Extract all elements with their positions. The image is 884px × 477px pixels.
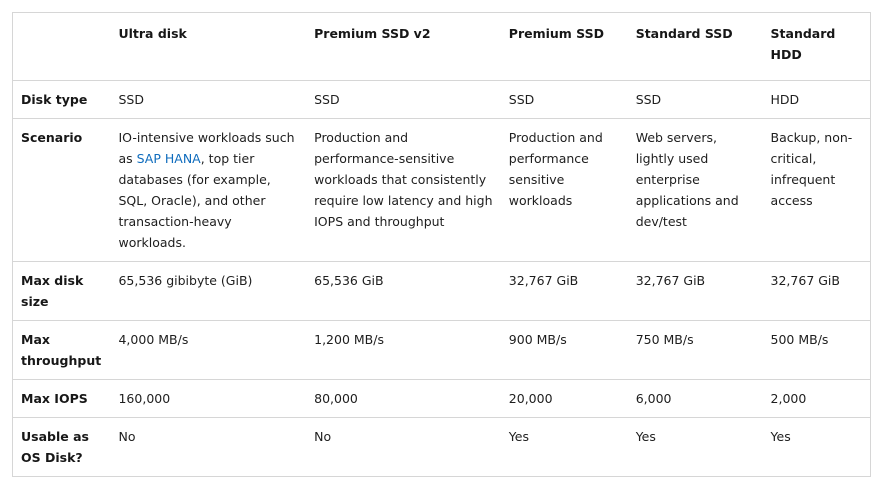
disk-comparison-table: Ultra disk Premium SSD v2 Premium SSD St… — [12, 12, 871, 477]
cell: 6,000 — [627, 379, 763, 418]
row-max-disk-size: Max disk size 65,536 gibibyte (GiB) 65,5… — [12, 261, 871, 321]
cell: No — [110, 417, 307, 477]
cell-text: , top tier databases (for example, SQL, … — [118, 151, 271, 250]
cell: Yes — [500, 417, 628, 477]
cell: 65,536 GiB — [306, 261, 501, 321]
row-label: Max throughput — [12, 320, 111, 380]
header-row: Ultra disk Premium SSD v2 Premium SSD St… — [12, 12, 871, 81]
row-label: Disk type — [12, 80, 111, 119]
row-label: Scenario — [12, 118, 111, 262]
cell: Yes — [762, 417, 871, 477]
cell: 20,000 — [500, 379, 628, 418]
cell: Web servers, lightly used enterprise app… — [627, 118, 763, 262]
cell: 1,200 MB/s — [306, 320, 501, 380]
cell: 80,000 — [306, 379, 501, 418]
cell: Production and performance sensitive wor… — [500, 118, 628, 262]
cell: Production and performance-sensitive wor… — [306, 118, 501, 262]
cell-text: IO-intensive workloads such as — [118, 130, 295, 166]
row-max-iops: Max IOPS 160,000 80,000 20,000 6,000 2,0… — [12, 379, 871, 418]
header-ultra-disk: Ultra disk — [110, 12, 307, 81]
row-label: Max disk size — [12, 261, 111, 321]
row-scenario: Scenario IO-intensive workloads such as … — [12, 118, 871, 262]
row-max-throughput: Max throughput 4,000 MB/s 1,200 MB/s 900… — [12, 320, 871, 380]
header-standard-ssd: Standard SSD — [627, 12, 763, 81]
cell: Yes — [627, 417, 763, 477]
row-disk-type: Disk type SSD SSD SSD SSD HDD — [12, 80, 871, 119]
cell: 900 MB/s — [500, 320, 628, 380]
cell: SSD — [110, 80, 307, 119]
cell: 4,000 MB/s — [110, 320, 307, 380]
header-premium-ssd-v2: Premium SSD v2 — [306, 12, 501, 81]
row-usable-as-os-disk: Usable as OS Disk? No No Yes Yes Yes — [12, 417, 871, 477]
cell: 32,767 GiB — [627, 261, 763, 321]
header-premium-ssd: Premium SSD — [500, 12, 628, 81]
cell: 65,536 gibibyte (GiB) — [110, 261, 307, 321]
cell: SSD — [500, 80, 628, 119]
cell: 2,000 — [762, 379, 871, 418]
cell: SSD — [306, 80, 501, 119]
row-label: Max IOPS — [12, 379, 111, 418]
header-empty — [12, 12, 111, 81]
sap-hana-link[interactable]: SAP HANA — [136, 151, 201, 166]
cell: SSD — [627, 80, 763, 119]
cell: 750 MB/s — [627, 320, 763, 380]
cell: 160,000 — [110, 379, 307, 418]
cell: IO-intensive workloads such as SAP HANA,… — [110, 118, 307, 262]
cell: No — [306, 417, 501, 477]
cell: Backup, non-critical, infrequent access — [762, 118, 871, 262]
cell: 500 MB/s — [762, 320, 871, 380]
header-standard-hdd: Standard HDD — [762, 12, 871, 81]
cell: 32,767 GiB — [762, 261, 871, 321]
cell: HDD — [762, 80, 871, 119]
row-label: Usable as OS Disk? — [12, 417, 111, 477]
cell: 32,767 GiB — [500, 261, 628, 321]
